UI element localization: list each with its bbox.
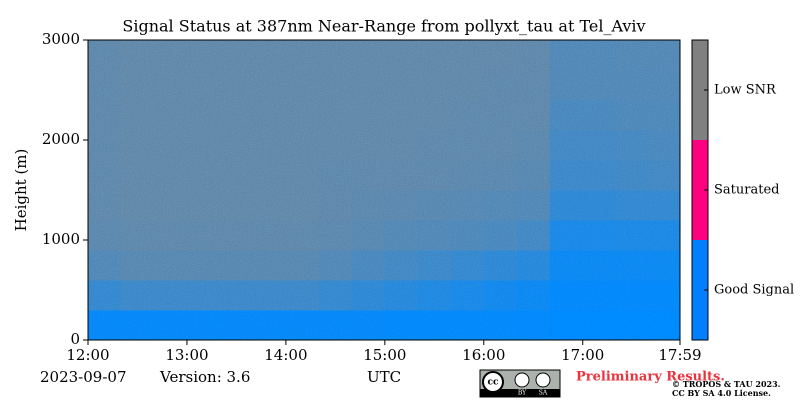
version: Version: 3.6 — [159, 368, 250, 386]
colorbar-label: Saturated — [714, 183, 779, 198]
y-tick-label: 0 — [70, 330, 80, 348]
x-tick-label: 15:00 — [363, 346, 406, 364]
x-tick-label: 12:00 — [66, 346, 109, 364]
y-tick-label: 2000 — [42, 130, 80, 148]
svg-text:cc: cc — [488, 378, 499, 388]
texture — [88, 40, 680, 340]
colorbar-segment — [692, 240, 708, 340]
x-tick-label: 14:00 — [264, 346, 307, 364]
date: 2023-09-07 — [40, 368, 126, 386]
notice: Preliminary Results. — [576, 370, 725, 385]
y-axis-label: Height (m) — [12, 149, 30, 232]
x-tick-label: 16:00 — [462, 346, 505, 364]
x-tick-label: 13:00 — [165, 346, 208, 364]
y-tick-label: 1000 — [42, 230, 80, 248]
x-tick-label: 17:00 — [561, 346, 604, 364]
chart-title: Signal Status at 387nm Near-Range from p… — [122, 17, 645, 36]
colorbar-segment — [692, 140, 708, 240]
colorbar-segment — [692, 40, 708, 140]
x-axis-label: UTC — [367, 368, 401, 386]
colorbar-frame — [691, 39, 709, 341]
heatmap — [88, 40, 680, 340]
svg-text:SA: SA — [539, 390, 548, 397]
copyright: © TROPOS & TAU 2023. — [672, 379, 781, 389]
plot-frame — [87, 39, 681, 341]
svg-text:BY: BY — [518, 390, 527, 397]
y-tick-label: 3000 — [42, 30, 80, 48]
cc-logo: cc BY SA — [479, 369, 561, 398]
x-tick-label: 17:59 — [658, 346, 701, 364]
colorbar-label: Good Signal — [714, 283, 794, 298]
copyright: CC BY SA 4.0 License. — [672, 388, 771, 398]
colorbar-label: Low SNR — [714, 83, 777, 98]
